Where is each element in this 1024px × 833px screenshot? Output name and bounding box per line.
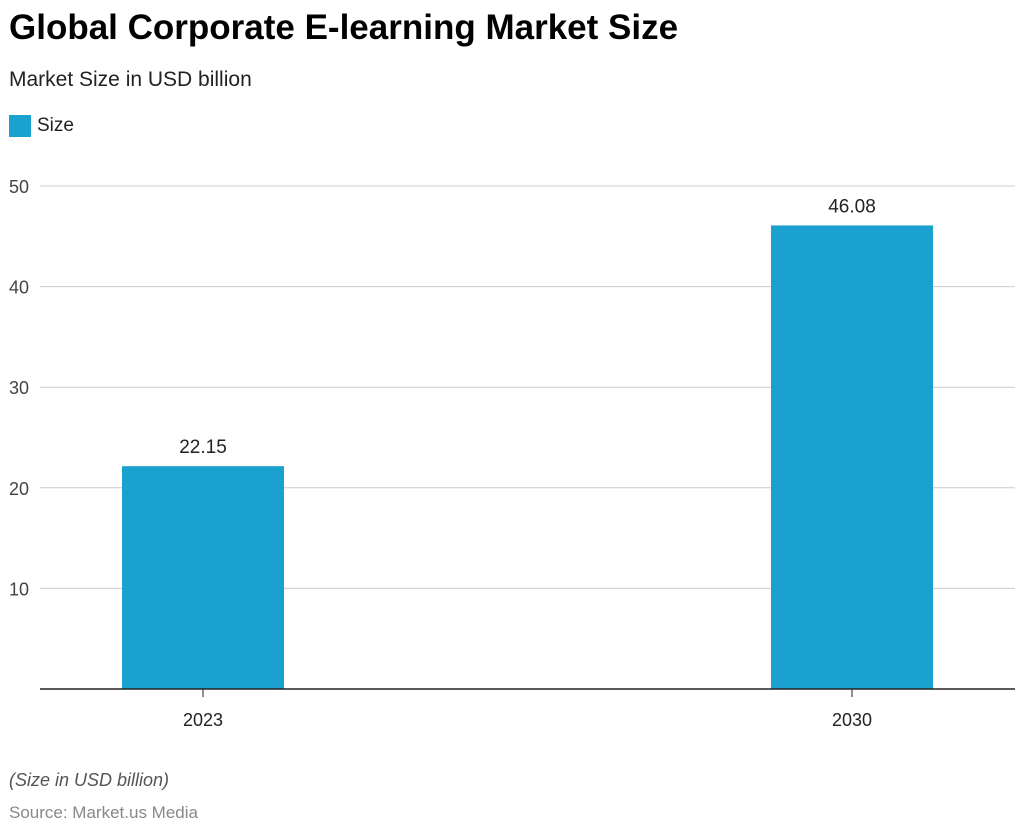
- source: Source: Market.us Media: [9, 803, 198, 822]
- bar: [771, 225, 933, 690]
- x-tick-label: 2023: [183, 710, 223, 730]
- chart-title: Global Corporate E-learning Market Size: [9, 8, 679, 47]
- y-tick-label: 10: [9, 579, 29, 599]
- bar: [122, 466, 284, 689]
- unit-note: (Size in USD billion): [9, 770, 170, 790]
- legend-swatch: [9, 115, 31, 137]
- data-label: 46.08: [828, 196, 876, 217]
- y-tick-label: 40: [9, 278, 29, 298]
- y-tick-label: 50: [9, 177, 29, 197]
- chart-subtitle: Market Size in USD billion: [9, 68, 252, 91]
- data-label: 22.15: [179, 437, 227, 458]
- y-tick-label: 30: [9, 378, 29, 398]
- legend-label: Size: [37, 115, 74, 136]
- legend: Size: [9, 115, 74, 137]
- y-tick-label: 20: [9, 479, 29, 499]
- x-tick-label: 2030: [832, 710, 872, 730]
